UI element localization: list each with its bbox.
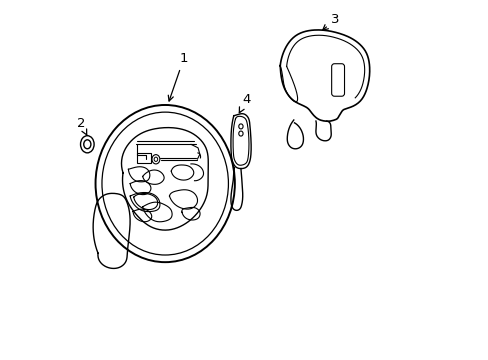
Bar	[137, 153, 151, 163]
Text: 4: 4	[239, 93, 250, 113]
Text: 2: 2	[77, 117, 87, 135]
Text: 3: 3	[322, 13, 339, 30]
Text: 1: 1	[168, 52, 188, 101]
